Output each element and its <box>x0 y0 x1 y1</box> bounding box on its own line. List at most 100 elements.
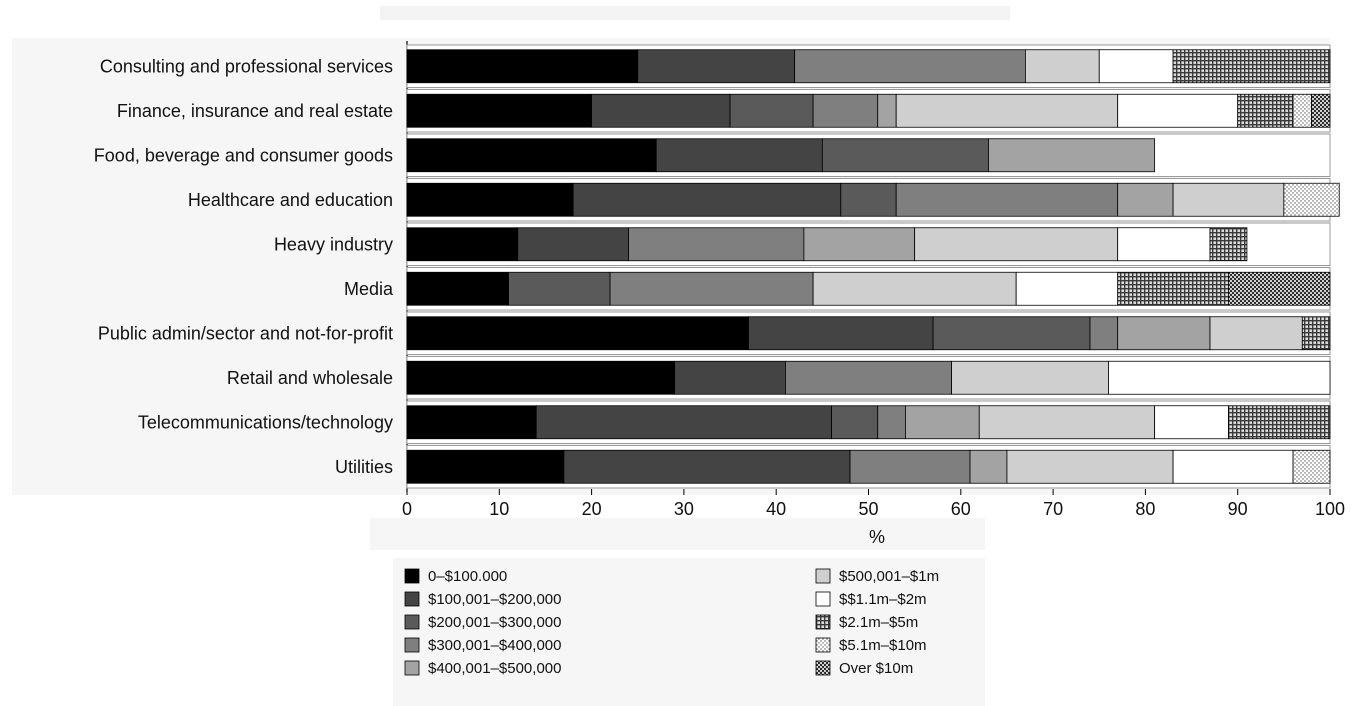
bar-segment <box>563 449 851 484</box>
bar-segment <box>572 182 842 217</box>
x-axis: 0 10 20 30 40 50 60 70 80 90 100% <box>402 489 1345 547</box>
bar-segment <box>1292 449 1331 484</box>
legend-label: $300,001–$400,000 <box>428 637 561 654</box>
category-label: Healthcare and education <box>188 190 393 210</box>
bars <box>406 44 1340 489</box>
bar-segment <box>748 316 934 351</box>
legend-label: $400,001–$500,000 <box>428 660 561 677</box>
bar-segment <box>812 271 1017 306</box>
category-label: Retail and wholesale <box>227 368 393 388</box>
bar-segment <box>905 405 980 440</box>
category-labels: Consulting and professional services Fina… <box>94 56 394 477</box>
legend-label: $200,001–$300,000 <box>428 614 561 631</box>
bar-segment <box>609 271 814 306</box>
legend-label: $2.1m–$5m <box>839 614 918 631</box>
bar-segment <box>803 227 916 262</box>
bar-segment <box>1117 271 1229 306</box>
legend-swatch <box>815 660 831 676</box>
x-tick-label: 10 <box>489 499 509 519</box>
bar-segment <box>1098 49 1174 84</box>
legend: 0–$100.000 $100,001–$200,000 $200,001–$300… <box>393 558 985 706</box>
bar-segment <box>655 138 823 173</box>
legend-swatch <box>815 568 831 584</box>
bar-segment <box>1117 227 1211 262</box>
bar-segment <box>729 93 814 128</box>
bar-segment <box>1209 227 1248 262</box>
bar-segment <box>406 49 639 84</box>
bar-segment <box>914 227 1119 262</box>
bar-segment <box>1154 405 1229 440</box>
category-label: Heavy industry <box>274 234 393 254</box>
bar-segment <box>406 227 519 262</box>
bar-segment <box>628 227 805 262</box>
bar-segment <box>1108 360 1331 395</box>
bar-segment <box>932 316 1091 351</box>
bar-segment <box>406 360 676 395</box>
bar-segment <box>406 271 509 306</box>
bar-segment <box>877 93 897 128</box>
legend-swatch <box>404 660 420 676</box>
bar-segment <box>895 93 1119 128</box>
x-tick-label: 100 <box>1315 499 1345 519</box>
bar-segment <box>812 93 879 128</box>
bar-segment <box>1209 316 1303 351</box>
bar-segment <box>1311 93 1331 128</box>
x-tick-label: 90 <box>1228 499 1248 519</box>
bar-segment <box>1015 271 1119 306</box>
x-tick-label: 60 <box>951 499 971 519</box>
category-label: Media <box>344 279 394 299</box>
bar-segment <box>1228 405 1331 440</box>
legend-background <box>393 558 985 706</box>
bar-segment <box>406 449 565 484</box>
bar-segment <box>849 449 971 484</box>
bar-segment <box>1117 316 1211 351</box>
bar-segment <box>877 405 906 440</box>
x-tick-label: 40 <box>766 499 786 519</box>
legend-label: $$1.1m–$2m <box>839 591 927 608</box>
bar-segment <box>1228 271 1331 306</box>
bar-segment <box>951 360 1109 395</box>
legend-swatch <box>404 568 420 584</box>
bar-segment <box>406 316 749 351</box>
x-axis-label: % <box>869 527 885 547</box>
legend-label: $5.1m–$10m <box>839 637 927 654</box>
bar-segment <box>535 405 832 440</box>
bar-segment <box>406 93 593 128</box>
x-tick-label: 20 <box>582 499 602 519</box>
x-tick-label: 70 <box>1043 499 1063 519</box>
bar-segment <box>1117 93 1239 128</box>
bar-segment <box>969 449 1008 484</box>
bar-segment <box>978 405 1156 440</box>
bar-segment <box>1089 316 1119 351</box>
bar-segment <box>1172 49 1331 84</box>
title-area-background <box>380 6 1010 20</box>
category-label: Food, beverage and consumer goods <box>94 145 393 165</box>
bar-segment <box>821 138 989 173</box>
category-label: Utilities <box>335 457 393 477</box>
bar-segment <box>1237 93 1294 128</box>
x-tick-label: 0 <box>402 499 412 519</box>
x-tick-label: 30 <box>674 499 694 519</box>
bar-segment <box>406 182 574 217</box>
bar-segment <box>406 405 537 440</box>
bar-segment <box>1172 449 1294 484</box>
legend-label: $100,001–$200,000 <box>428 591 561 608</box>
bar-segment <box>785 360 952 395</box>
bar-segment <box>831 405 879 440</box>
bar-segment <box>406 138 657 173</box>
bar-segment <box>1301 316 1331 351</box>
legend-swatch <box>404 591 420 607</box>
bar-segment <box>840 182 897 217</box>
xlabel-area-background <box>370 518 985 550</box>
legend-label: Over $10m <box>839 660 913 677</box>
bar-segment <box>508 271 611 306</box>
bar-segment <box>1025 49 1100 84</box>
bar-segment <box>517 227 629 262</box>
bar-segment <box>674 360 786 395</box>
x-tick-label: 50 <box>858 499 878 519</box>
legend-swatch <box>404 637 420 653</box>
bar-segment <box>637 49 796 84</box>
category-label: Telecommunications/technology <box>138 412 393 432</box>
bar-segment <box>1172 182 1285 217</box>
